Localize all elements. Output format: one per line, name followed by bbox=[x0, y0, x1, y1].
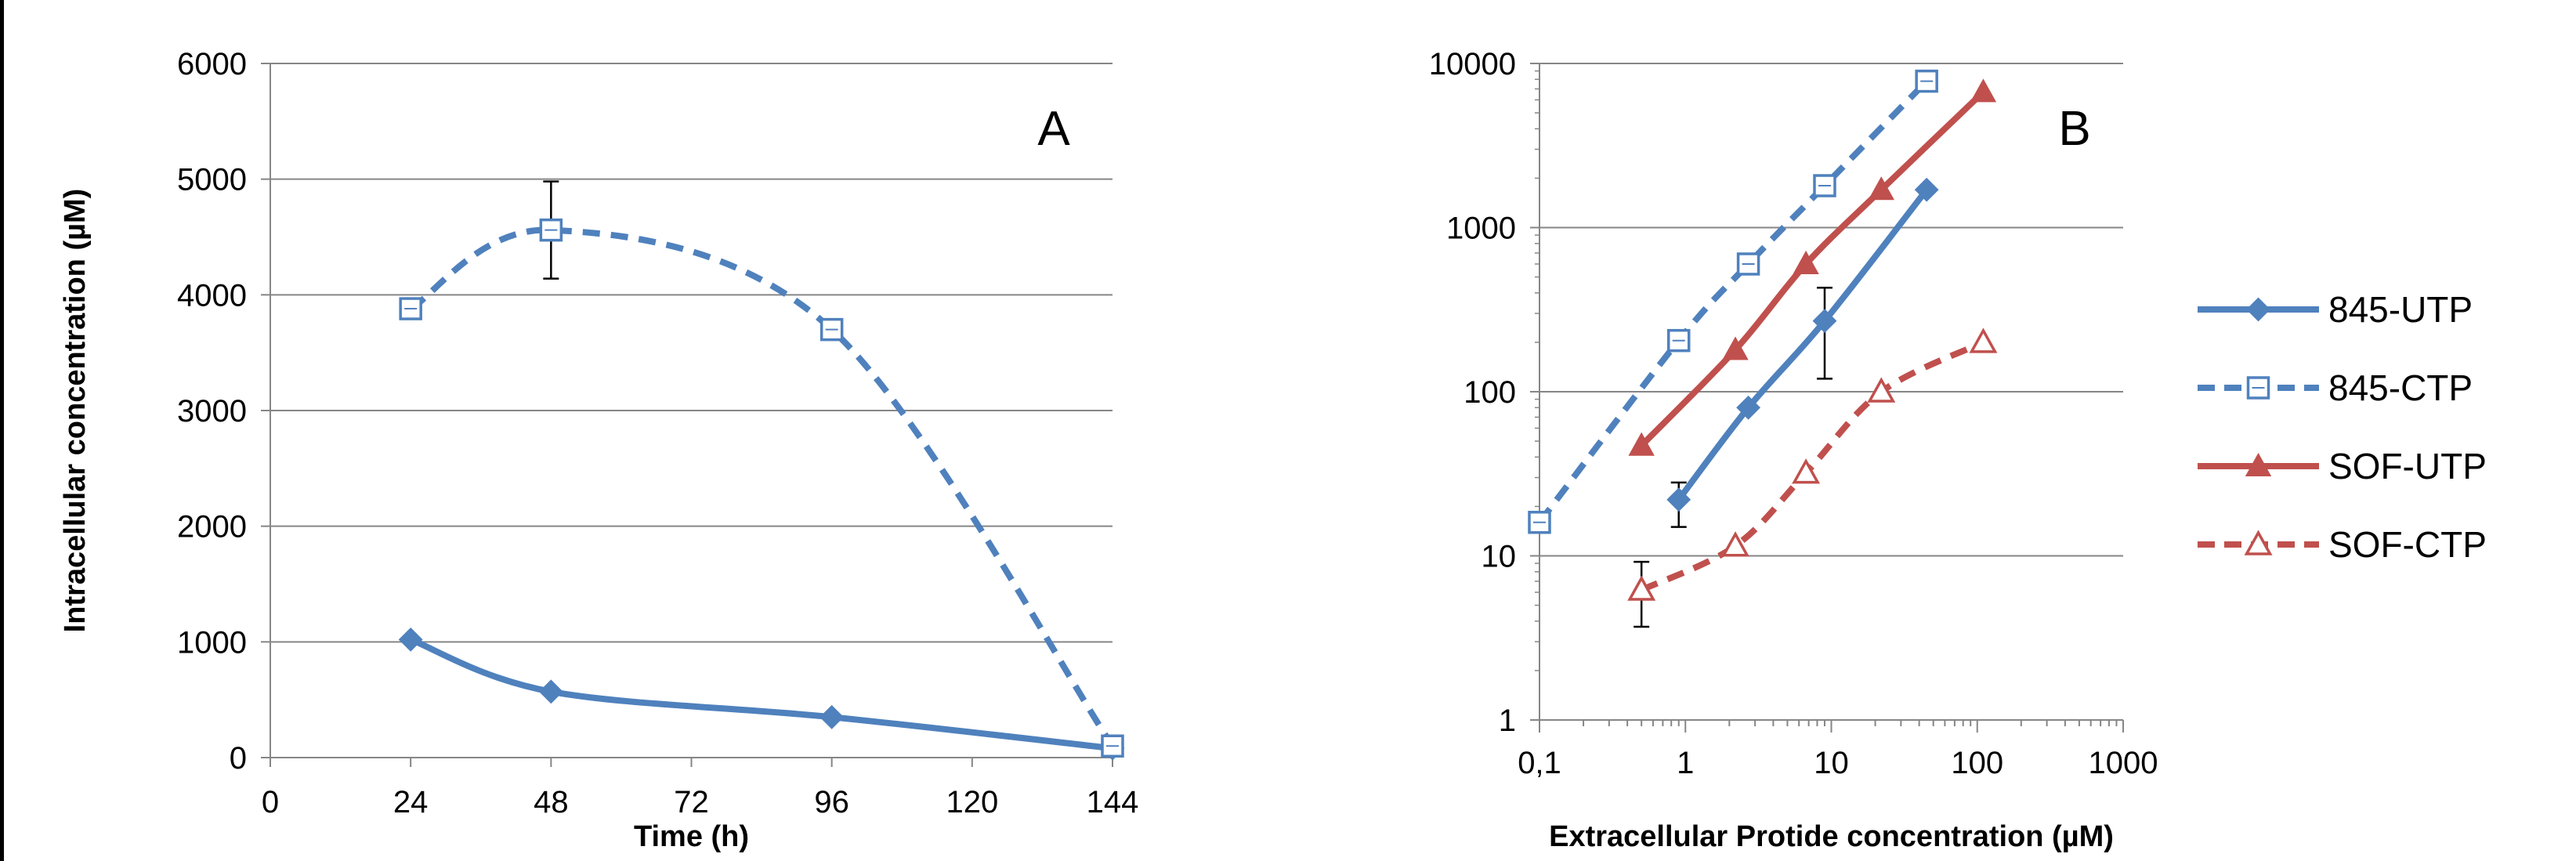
panel-a-y-tick-label: 6000 bbox=[177, 47, 247, 81]
panel-b-error-bar bbox=[1816, 287, 1833, 380]
panel-b-x-axis-title: Extracellular Protide concentration (µM) bbox=[1549, 820, 2114, 853]
panel-b-x-tick-label: 100 bbox=[1951, 746, 2003, 780]
legend-item-sof-utp: SOF-UTP bbox=[2198, 446, 2487, 487]
panel-a-x-tick-label: 144 bbox=[1087, 785, 1139, 819]
panel-a-y-tick-label: 2000 bbox=[177, 510, 247, 544]
figure-left-border bbox=[0, 0, 4, 861]
legend-swatch-marker bbox=[2244, 530, 2273, 555]
panel-a-point-845-ctp bbox=[819, 317, 844, 342]
legend-item-845-utp: 845-UTP bbox=[2198, 289, 2473, 330]
legend-item-845-ctp: 845-CTP bbox=[2198, 367, 2473, 408]
panel-b-point-845-utp bbox=[1812, 309, 1837, 334]
panel-a-x-tick-label: 24 bbox=[393, 785, 429, 819]
panel-a-x-tick-label: 48 bbox=[534, 785, 569, 819]
panel-a-point-845-utp bbox=[398, 627, 423, 652]
panel-b-y-tick-label: 100 bbox=[1463, 375, 1516, 410]
panel-b-point-sof-ctp bbox=[1867, 377, 1896, 403]
panel-a-y-tick-label: 5000 bbox=[177, 163, 247, 197]
panel-a-label: A bbox=[1037, 102, 1070, 156]
panel-b-line-845-utp bbox=[1676, 187, 1930, 502]
panel-a-series-845-utp bbox=[398, 627, 1125, 761]
panel-a-x-tick-label: 96 bbox=[814, 785, 849, 819]
panel-b-series-sof-utp bbox=[1628, 78, 1997, 456]
panel-a-line-845-ctp bbox=[409, 226, 1116, 748]
panel-b-series-845-ctp bbox=[1528, 69, 1938, 534]
panel-b-y-tick-label: 10000 bbox=[1429, 47, 1516, 81]
panel-b-point-sof-utp bbox=[1868, 176, 1894, 201]
panel-b-y-tick-label: 10 bbox=[1482, 540, 1517, 574]
panel-b-point-sof-ctp bbox=[1721, 531, 1750, 557]
panel-b-point-sof-ctp bbox=[1627, 575, 1656, 601]
panel-b-point-sof-utp bbox=[1970, 78, 1997, 103]
panel-b-point-sof-utp bbox=[1793, 250, 1819, 274]
panel-a-x-axis-title: Time (h) bbox=[634, 820, 749, 853]
panel-b-point-845-utp bbox=[1736, 395, 1761, 420]
panel-a-y-tick-label: 0 bbox=[230, 741, 247, 776]
panel-a-series-845-ctp bbox=[399, 180, 1124, 758]
panel-a-point-845-utp bbox=[538, 679, 563, 704]
legend-label: SOF-CTP bbox=[2328, 524, 2487, 565]
panel-b-point-sof-ctp bbox=[1969, 327, 1998, 353]
panel-b-y-tick-label: 1000 bbox=[1446, 212, 1516, 246]
panel-a-x-tick-label: 120 bbox=[946, 785, 998, 819]
panel-a-y-tick-label: 4000 bbox=[177, 278, 247, 313]
legend-label: 845-UTP bbox=[2328, 289, 2473, 330]
panel-b-point-sof-utp bbox=[1628, 432, 1655, 456]
panel-b-point-sof-ctp bbox=[1792, 458, 1821, 484]
legend-swatch-marker bbox=[2246, 376, 2270, 400]
legend: 845-UTP 845-CTP SOF-UTP SOF-CTP bbox=[2198, 289, 2487, 565]
panel-b-x-tick-label: 0,1 bbox=[1518, 746, 1561, 780]
legend-label: SOF-UTP bbox=[2328, 446, 2487, 487]
panel-b-y-tick-label: 1 bbox=[1499, 704, 1516, 738]
panel-a-y-tick-label: 1000 bbox=[177, 625, 247, 660]
panel-a-x-tick-label: 72 bbox=[674, 785, 709, 819]
panel-b-x-tick-label: 1 bbox=[1677, 746, 1694, 780]
panel-b-point-845-utp bbox=[1914, 177, 1939, 202]
legend-swatch-marker bbox=[2245, 452, 2272, 476]
panel-b-line-845-ctp bbox=[1536, 78, 1930, 525]
panel-b-x-tick-label: 10 bbox=[1814, 746, 1849, 780]
panel-b-point-845-utp bbox=[1666, 487, 1691, 512]
panel-b-series-845-utp bbox=[1666, 177, 1939, 528]
legend-label: 845-CTP bbox=[2328, 367, 2473, 408]
panel-b-label: B bbox=[2058, 102, 2090, 156]
legend-item-sof-ctp: SOF-CTP bbox=[2198, 524, 2487, 565]
panel-b-x-tick-label: 1000 bbox=[2089, 746, 2158, 780]
panel-b-line-sof-ctp bbox=[1640, 339, 1985, 593]
panel-a: 0 1000 2000 3000 4000 5000 6000 0 24 48 72 96 120 144… bbox=[59, 47, 1138, 853]
panel-a-line-845-utp bbox=[409, 636, 1113, 752]
legend-swatch-marker bbox=[2246, 297, 2270, 322]
panel-a-x-tick-label: 0 bbox=[262, 785, 279, 819]
panel-a-point-845-utp bbox=[819, 704, 845, 729]
panel-a-y-axis-title: Intracellular concentration (µM) bbox=[59, 189, 92, 633]
panel-b-point-sof-utp bbox=[1722, 336, 1749, 360]
panel-a-y-tick-label: 3000 bbox=[177, 394, 247, 429]
panel-b-series-sof-ctp bbox=[1627, 327, 1998, 628]
